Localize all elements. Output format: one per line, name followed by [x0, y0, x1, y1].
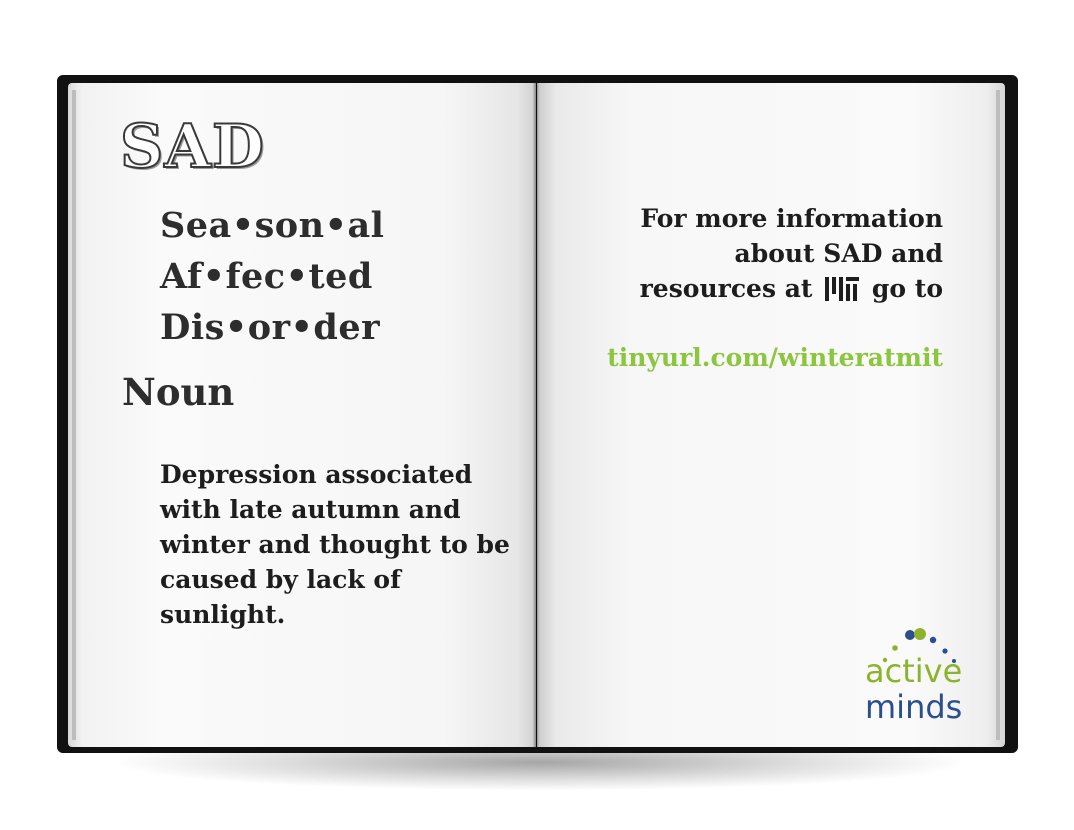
dots-arc-icon: [882, 628, 956, 663]
active-minds-logo: active minds: [855, 620, 980, 730]
book-spine: [533, 83, 539, 747]
syllable-line-3: Dis•or•der: [160, 307, 381, 348]
right-page: [537, 83, 1005, 747]
syllable-list: Sea•son•al Af•fec•ted Dis•or•der: [160, 200, 384, 353]
left-page: [68, 83, 536, 747]
info-line-1: For more information: [640, 204, 943, 233]
resource-link[interactable]: tinyurl.com/winteratmit: [607, 343, 943, 372]
info-line-3: resources at go to: [580, 271, 943, 310]
info-text: For more information about SAD and resou…: [580, 201, 943, 310]
info-line-3-start: resources at: [639, 274, 813, 303]
page-edge-right: [996, 90, 1000, 740]
syllable-line-1: Sea•son•al: [160, 205, 385, 246]
brand-word-active: active: [865, 652, 963, 690]
info-line-2: about SAD and: [734, 239, 943, 268]
page-title: SAD: [119, 111, 265, 183]
mit-logo-icon: [825, 275, 860, 310]
brand-word-minds: minds: [865, 688, 963, 726]
page-edge-left: [72, 90, 76, 740]
definition-text: Depression associated with late autumn a…: [160, 460, 510, 629]
info-line-3-end: go to: [871, 274, 943, 303]
part-of-speech: Noun: [122, 370, 235, 414]
syllable-line-2: Af•fec•ted: [160, 256, 373, 297]
